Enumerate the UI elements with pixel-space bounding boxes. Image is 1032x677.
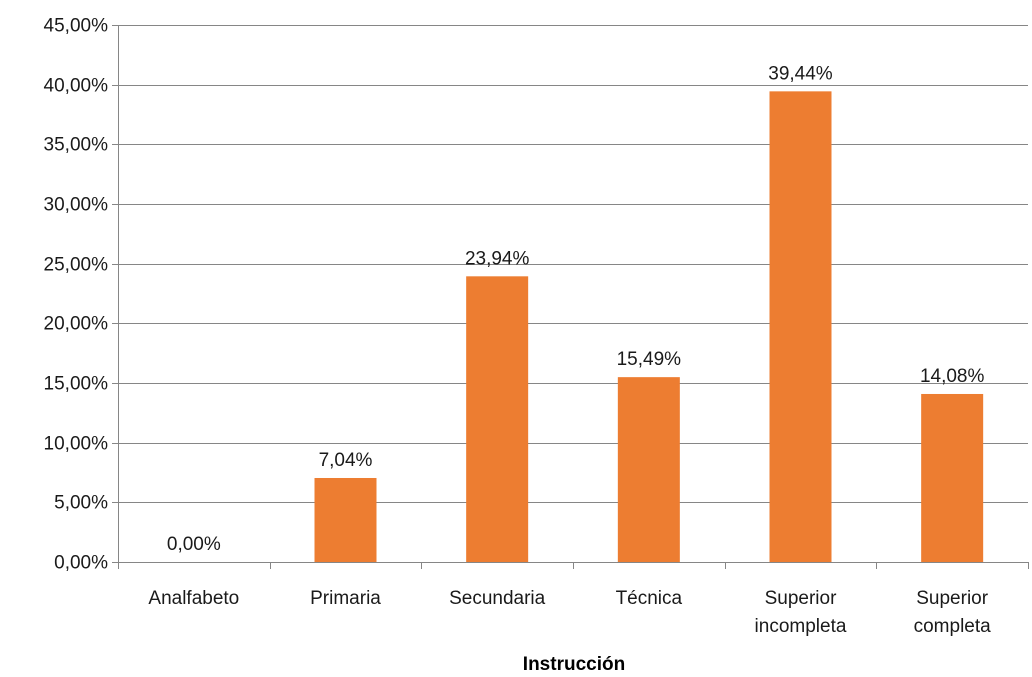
bar: [314, 477, 377, 562]
y-tick-label: 5,00%: [54, 493, 108, 514]
x-category-label: Superior: [916, 588, 988, 609]
axes: [112, 25, 1029, 569]
y-tick-label: 10,00%: [44, 434, 109, 455]
y-tick-label: 30,00%: [44, 195, 109, 216]
y-tick-label: 40,00%: [44, 76, 109, 97]
data-label: 15,49%: [617, 349, 682, 370]
bar: [466, 276, 529, 562]
bars: [314, 91, 984, 562]
bar: [921, 393, 984, 562]
y-tick-labels: 0,00% 5,00% 10,00% 15,00% 20,00% 25,00% 30,00%…: [44, 16, 109, 574]
y-tick-label: 35,00%: [44, 135, 109, 156]
y-tick-label: 15,00%: [44, 374, 109, 395]
data-labels: 0,00% 7,04% 23,94% 15,49% 39,44% 14,08%: [167, 63, 985, 555]
data-label: 14,08%: [920, 366, 985, 387]
x-category-label: Superior: [765, 588, 837, 609]
gridlines: [118, 25, 1028, 503]
bar: [769, 91, 832, 562]
data-label: 39,44%: [768, 63, 833, 84]
x-category-label: Primaria: [310, 588, 381, 609]
x-category-label: completa: [914, 616, 992, 637]
bar: [617, 377, 680, 562]
y-tick-label: 45,00%: [44, 16, 109, 37]
y-tick-label: 0,00%: [54, 553, 108, 574]
x-category-label: Técnica: [616, 588, 683, 609]
y-tick-label: 20,00%: [44, 314, 109, 335]
x-category-labels: Analfabeto Primaria Secundaria Técnica Super…: [148, 588, 991, 637]
x-category-label: Analfabeto: [148, 588, 239, 609]
x-category-label: Secundaria: [449, 588, 546, 609]
x-category-label: incompleta: [755, 616, 847, 637]
y-tick-label: 25,00%: [44, 255, 109, 276]
x-axis-title: Instrucción: [523, 654, 625, 675]
data-label: 7,04%: [319, 450, 373, 471]
data-label: 0,00%: [167, 534, 221, 555]
data-label: 23,94%: [465, 248, 530, 269]
